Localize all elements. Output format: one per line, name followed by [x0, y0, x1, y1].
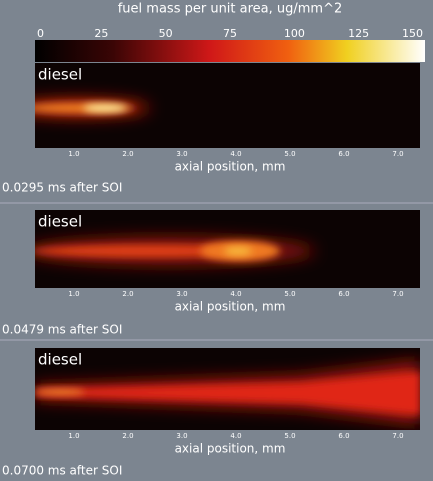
x-tick-label: 2.0 [122, 290, 133, 298]
x-tick-label: 6.0 [338, 290, 349, 298]
x-tick-label: 7.0 [392, 432, 403, 440]
x-axis-label: axial position, mm [175, 442, 286, 456]
x-tick-label: 5.0 [284, 432, 295, 440]
panel-label: diesel [38, 351, 82, 369]
colorbar-tick-label: 150 [402, 27, 423, 40]
x-tick-label: 2.0 [122, 432, 133, 440]
colorbar [35, 40, 425, 62]
x-tick-label: 5.0 [284, 150, 295, 158]
x-tick-label: 3.0 [176, 290, 187, 298]
x-tick-label: 1.0 [68, 290, 79, 298]
colorbar-tick-label: 75 [223, 27, 237, 40]
x-tick-label: 1.0 [68, 432, 79, 440]
x-tick-label: 7.0 [392, 290, 403, 298]
caption: 0.0479 ms after SOI [2, 323, 122, 337]
colorbar-tick-label: 100 [284, 27, 305, 40]
x-tick-label: 2.0 [122, 150, 133, 158]
x-tick-label: 4.0 [230, 290, 241, 298]
x-tick-label: 1.0 [68, 150, 79, 158]
heatmap [35, 63, 420, 148]
colorbar-tick-label: 50 [159, 27, 173, 40]
panel-label: diesel [38, 66, 82, 84]
x-tick-label: 4.0 [230, 432, 241, 440]
panel-label: diesel [38, 213, 82, 231]
colorbar-tick-label: 125 [348, 27, 369, 40]
x-tick-label: 6.0 [338, 150, 349, 158]
x-tick-label: 6.0 [338, 432, 349, 440]
heatmap [35, 210, 420, 288]
x-tick-label: 7.0 [392, 150, 403, 158]
x-axis-label: axial position, mm [175, 300, 286, 314]
caption: 0.0700 ms after SOI [2, 464, 122, 478]
x-axis-label: axial position, mm [175, 160, 286, 174]
x-tick-label: 3.0 [176, 150, 187, 158]
caption: 0.0295 ms after SOI [2, 181, 122, 195]
colorbar-tick-label: 0 [37, 27, 44, 40]
colorbar-title: fuel mass per unit area, ug/mm^2 [118, 2, 343, 17]
x-tick-label: 4.0 [230, 150, 241, 158]
x-tick-label: 3.0 [176, 432, 187, 440]
colorbar-tick-label: 25 [94, 27, 108, 40]
x-tick-label: 5.0 [284, 290, 295, 298]
heatmap [35, 348, 420, 430]
